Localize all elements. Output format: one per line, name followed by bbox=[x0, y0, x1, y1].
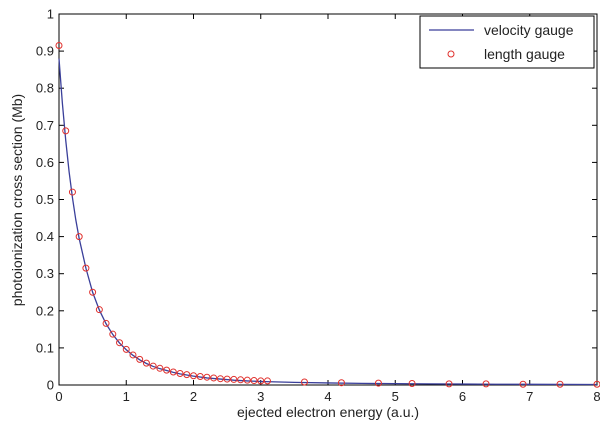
data-point-length-gauge bbox=[169, 368, 177, 376]
data-point-length-gauge bbox=[300, 378, 308, 386]
data-point-length-gauge bbox=[337, 379, 345, 387]
y-tick-label: 0.8 bbox=[36, 81, 54, 96]
data-point-length-gauge bbox=[237, 376, 245, 384]
data-point-length-gauge bbox=[102, 319, 110, 327]
data-point-length-gauge bbox=[243, 376, 251, 384]
data-point-length-gauge bbox=[408, 380, 416, 388]
data-point-length-gauge bbox=[263, 377, 271, 385]
data-point-length-gauge bbox=[116, 339, 124, 347]
data-point-length-gauge bbox=[82, 264, 90, 272]
plot-area bbox=[58, 13, 598, 386]
data-point-length-gauge bbox=[62, 127, 70, 135]
data-point-length-gauge bbox=[68, 188, 76, 196]
x-tick-label: 8 bbox=[593, 389, 600, 404]
data-point-length-gauge bbox=[374, 379, 382, 387]
data-point-length-gauge bbox=[176, 369, 184, 377]
data-point-length-gauge bbox=[149, 362, 157, 370]
series-line-velocity-gauge bbox=[58, 58, 598, 386]
x-axis-label: ejected electron energy (a.u.) bbox=[237, 404, 419, 420]
data-point-length-gauge bbox=[75, 233, 83, 241]
data-point-length-gauge bbox=[230, 375, 238, 383]
legend-swatch-length bbox=[447, 50, 455, 58]
x-tick-label: 3 bbox=[257, 389, 264, 404]
data-point-length-gauge bbox=[163, 366, 171, 374]
data-point-length-gauge bbox=[223, 375, 231, 383]
y-tick-label: 0.5 bbox=[36, 192, 54, 207]
data-point-length-gauge bbox=[142, 359, 150, 367]
x-tick-label: 4 bbox=[324, 389, 331, 404]
legend-label-length: length gauge bbox=[484, 46, 565, 62]
data-point-length-gauge bbox=[593, 380, 600, 388]
series-layer bbox=[55, 42, 600, 388]
tick-labels: 0 1 2 3 4 5 6 7 8 0 0.1 0.2 0.3 0.4 0.5 0.6 0.7 0.8 0.9 1 bbox=[36, 7, 600, 405]
y-tick-label: 0.4 bbox=[36, 229, 54, 244]
data-point-length-gauge bbox=[257, 377, 265, 385]
y-axis-label: photoionization cross section (Mb) bbox=[9, 94, 25, 306]
x-tick-label: 0 bbox=[55, 389, 62, 404]
y-tick-label: 0 bbox=[47, 378, 54, 393]
data-point-length-gauge bbox=[156, 364, 164, 372]
x-tick-label: 6 bbox=[459, 389, 466, 404]
y-tick-label: 0.3 bbox=[36, 266, 54, 281]
data-point-length-gauge bbox=[55, 42, 63, 50]
data-point-length-gauge bbox=[89, 288, 97, 296]
data-point-length-gauge bbox=[136, 355, 144, 363]
data-point-length-gauge bbox=[190, 372, 197, 380]
legend-label-velocity: velocity gauge bbox=[484, 22, 574, 38]
data-point-length-gauge bbox=[210, 374, 218, 382]
data-point-length-gauge bbox=[556, 380, 564, 388]
data-point-length-gauge bbox=[203, 373, 211, 381]
y-tick-label: 0.1 bbox=[36, 340, 54, 355]
legend: velocity gauge length gauge bbox=[419, 15, 595, 69]
data-point-length-gauge bbox=[445, 380, 453, 388]
x-tick-label: 1 bbox=[123, 389, 130, 404]
y-tick-label: 1 bbox=[47, 7, 54, 22]
y-tick-label: 0.2 bbox=[36, 303, 54, 318]
data-point-length-gauge bbox=[196, 372, 204, 380]
y-tick-label: 0.6 bbox=[36, 155, 54, 170]
data-point-length-gauge bbox=[216, 375, 224, 383]
data-point-length-gauge bbox=[250, 377, 258, 385]
data-point-length-gauge bbox=[482, 380, 490, 388]
data-point-length-gauge bbox=[122, 345, 130, 353]
data-point-length-gauge bbox=[519, 380, 527, 388]
x-tick-label: 2 bbox=[190, 389, 197, 404]
x-tick-label: 7 bbox=[526, 389, 533, 404]
data-point-length-gauge bbox=[129, 351, 137, 359]
legend-box bbox=[419, 15, 595, 69]
data-point-length-gauge bbox=[95, 306, 103, 314]
data-point-length-gauge bbox=[183, 371, 191, 379]
x-tick-label: 5 bbox=[392, 389, 399, 404]
data-point-length-gauge bbox=[109, 330, 117, 338]
y-tick-label: 0.9 bbox=[36, 44, 54, 59]
y-tick-label: 0.7 bbox=[36, 118, 54, 133]
